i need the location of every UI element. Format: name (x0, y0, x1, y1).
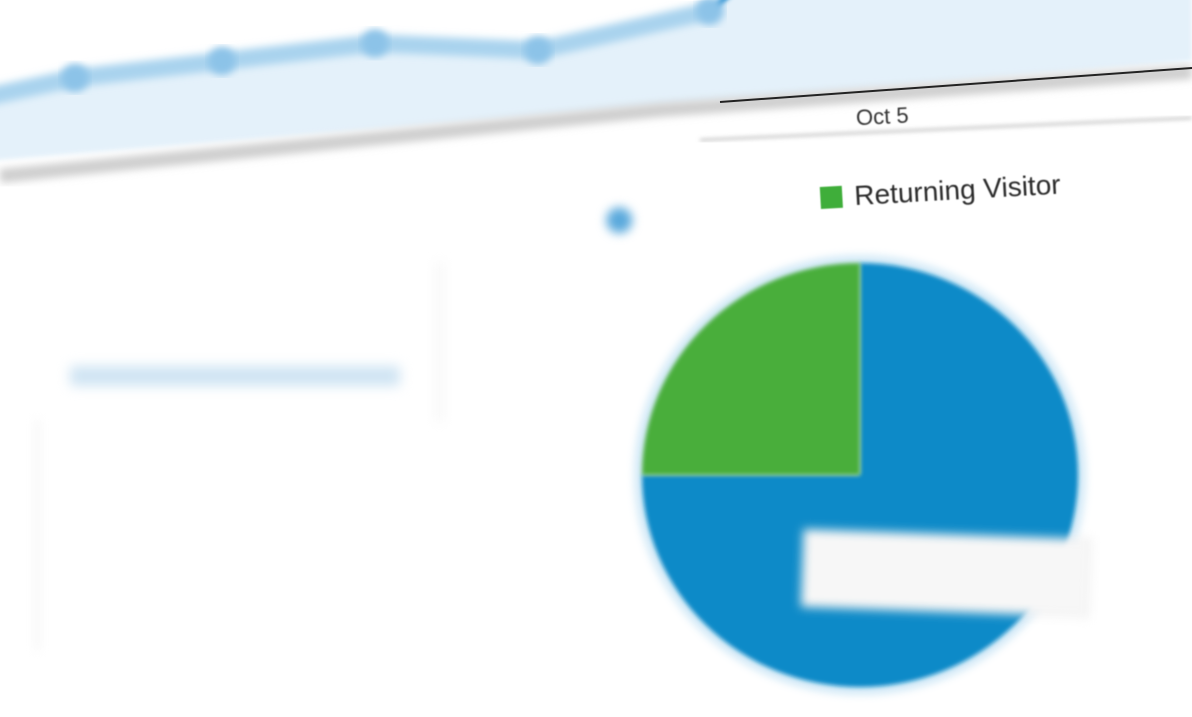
legend-item-returning-visitor[interactable]: Returning Visitor (819, 169, 1061, 214)
legend-label: Returning Visitor (853, 168, 1062, 212)
axis-line-blur (0, 65, 1192, 183)
scorecard[interactable] (58, 262, 441, 422)
data-point (696, 0, 724, 25)
legend-swatch-icon (819, 185, 843, 209)
scorecard-sparkline (70, 366, 400, 386)
x-tick-label: Oct 5 (855, 102, 910, 131)
x-axis (0, 65, 1192, 183)
data-point (361, 29, 389, 58)
data-point (524, 36, 552, 65)
line-chart (0, 0, 1192, 160)
pie-tooltip (800, 528, 1092, 618)
line-area (0, 0, 1192, 160)
series-line (0, 2, 713, 104)
pie-slice-returning-visitor (642, 263, 860, 475)
data-point (61, 63, 89, 92)
axis-line (699, 117, 1192, 141)
data-point (208, 46, 236, 75)
axis-line (719, 67, 1192, 103)
legend-swatch-icon (605, 206, 634, 234)
divider (36, 420, 39, 650)
legend-item-new-visitor[interactable] (605, 206, 643, 234)
pie-chart (634, 255, 1086, 695)
